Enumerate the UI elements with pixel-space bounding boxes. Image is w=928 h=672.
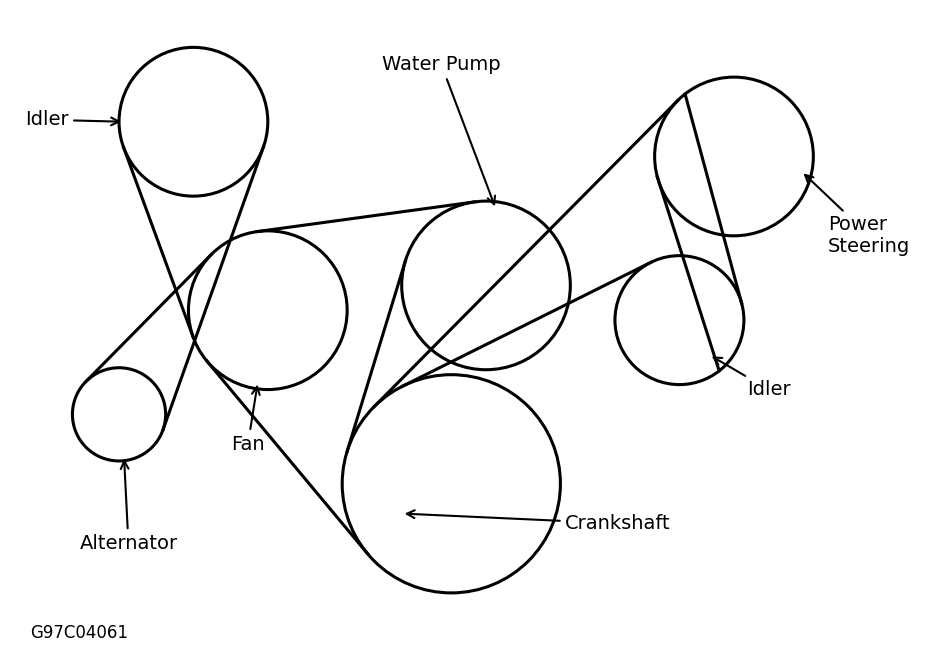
Text: Idler: Idler bbox=[713, 358, 790, 399]
Text: G97C04061: G97C04061 bbox=[30, 624, 128, 642]
Text: Water Pump: Water Pump bbox=[381, 54, 500, 204]
Text: Power
Steering: Power Steering bbox=[805, 175, 909, 256]
Text: Fan: Fan bbox=[231, 386, 264, 454]
Text: Crankshaft: Crankshaft bbox=[406, 510, 670, 533]
Text: Idler: Idler bbox=[25, 110, 119, 129]
Text: Alternator: Alternator bbox=[79, 461, 177, 553]
